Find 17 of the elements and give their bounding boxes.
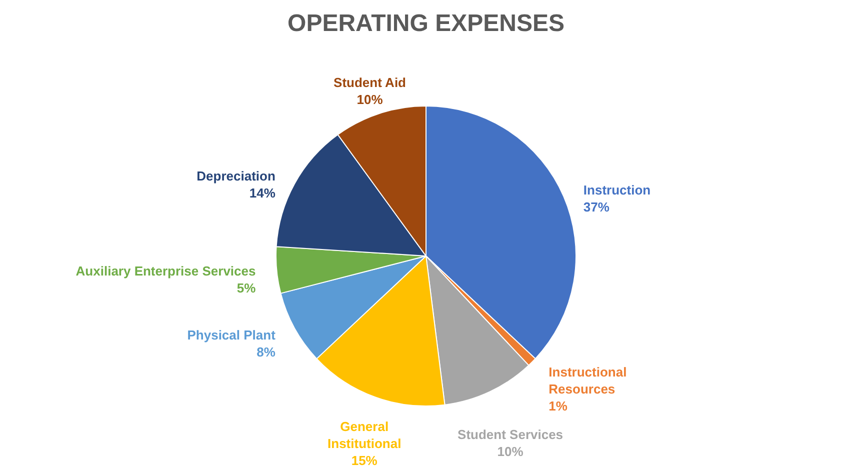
data-label: 14% xyxy=(249,186,276,201)
slice-label: Auxiliary Enterprise Services xyxy=(76,264,256,279)
slice-label: Student Aid xyxy=(334,74,406,90)
data-label: 10% xyxy=(497,444,524,460)
slice-label: Physical Plant xyxy=(187,327,276,342)
data-label: 5% xyxy=(236,280,256,296)
data-label: 8% xyxy=(256,344,276,360)
data-label: 37% xyxy=(583,199,610,214)
slice-label: Student Services xyxy=(458,427,564,442)
data-label: 10% xyxy=(356,92,384,107)
slice-label: Instruction xyxy=(583,182,651,198)
data-label: 15% xyxy=(351,453,378,468)
data-label: 1% xyxy=(548,398,568,414)
chart-title: OPERATING EXPENSES xyxy=(288,10,564,37)
slice-label: Depreciation xyxy=(196,168,276,184)
slice-label: Instructional Resources xyxy=(548,364,627,397)
slice-label: General Institutional xyxy=(328,419,402,452)
